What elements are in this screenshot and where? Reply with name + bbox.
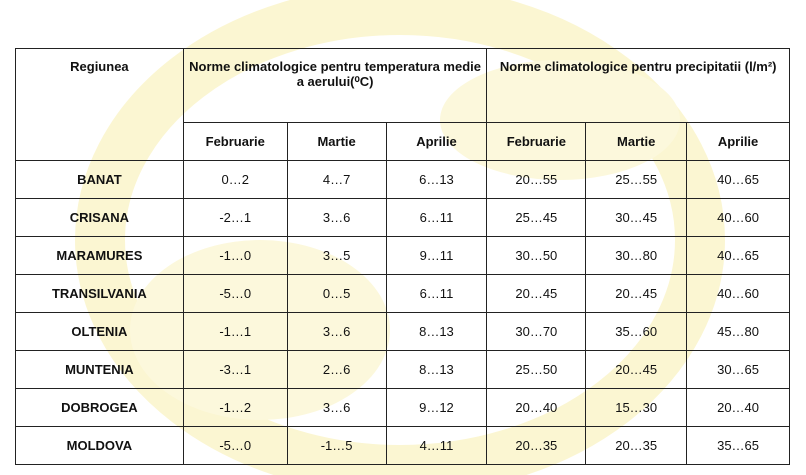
value-cell: 30…50 [486, 236, 587, 275]
region-header: Regiunea [15, 48, 184, 161]
region-cell: OLTENIA [15, 312, 184, 351]
value-cell: -3…1 [182, 350, 288, 389]
month-header: Aprilie [385, 122, 488, 161]
region-cell: DOBROGEA [15, 388, 184, 427]
region-cell: CRISANA [15, 198, 184, 237]
value-cell: 6…11 [385, 198, 488, 237]
value-cell: 0…5 [286, 274, 387, 313]
table-row: MUNTENIA -3…1 2…6 8…13 25…50 20…45 30…65 [15, 350, 790, 389]
value-cell: 3…6 [286, 388, 387, 427]
value-cell: 6…11 [385, 274, 488, 313]
value-cell: 35…65 [686, 426, 790, 465]
value-cell: 25…50 [486, 350, 587, 389]
value-cell: 35…60 [585, 312, 688, 351]
value-cell: 20…45 [585, 274, 688, 313]
value-cell: 8…13 [385, 312, 488, 351]
precipitation-header: Norme climatologice pentru precipitatii … [486, 48, 790, 123]
table-body: BANAT 0…2 4…7 6…13 20…55 25…55 40…65 CRISANA -2…… [15, 160, 790, 465]
value-cell: -5…0 [182, 274, 288, 313]
value-cell: 25…45 [486, 198, 587, 237]
value-cell: 40…60 [686, 274, 790, 313]
value-cell: -1…0 [182, 236, 288, 275]
value-cell: 9…11 [385, 236, 488, 275]
value-cell: 6…13 [385, 160, 488, 199]
table-row: MOLDOVA -5…0 -1…5 4…11 20…35 20…35 35…65 [15, 426, 790, 465]
value-cell: 2…6 [286, 350, 387, 389]
value-cell: 30…45 [585, 198, 688, 237]
value-cell: 30…65 [686, 350, 790, 389]
table-row: MARAMURES -1…0 3…5 9…11 30…50 30…80 40…65 [15, 236, 790, 275]
value-cell: 25…55 [585, 160, 688, 199]
month-header: Aprilie [686, 122, 790, 161]
value-cell: 20…55 [486, 160, 587, 199]
value-cell: 3…5 [286, 236, 387, 275]
table-row: BANAT 0…2 4…7 6…13 20…55 25…55 40…65 [15, 160, 790, 199]
temperature-header: Norme climatologice pentru temperatura m… [182, 48, 488, 123]
value-cell: 40…65 [686, 236, 790, 275]
month-row: Februarie Martie Aprilie Februarie Martie Apr… [16, 122, 790, 161]
value-cell: -5…0 [182, 426, 288, 465]
month-header: Februarie [182, 122, 288, 161]
value-cell: 3…6 [286, 312, 387, 351]
value-cell: -1…5 [286, 426, 387, 465]
value-cell: 20…35 [585, 426, 688, 465]
region-cell: TRANSILVANIA [15, 274, 184, 313]
value-cell: 4…11 [385, 426, 488, 465]
value-cell: 30…70 [486, 312, 587, 351]
value-cell: 20…45 [486, 274, 587, 313]
region-cell: MOLDOVA [15, 426, 184, 465]
value-cell: 20…35 [486, 426, 587, 465]
value-cell: 30…80 [585, 236, 688, 275]
value-cell: 8…13 [385, 350, 488, 389]
region-cell: BANAT [15, 160, 184, 199]
table-row: TRANSILVANIA -5…0 0…5 6…11 20…45 20…45 40…60 [15, 274, 790, 313]
value-cell: 20…45 [585, 350, 688, 389]
value-cell: -1…2 [182, 388, 288, 427]
climate-table: Regiunea Norme climatologice pentru temp… [15, 48, 790, 465]
value-cell: 45…80 [686, 312, 790, 351]
table-row: CRISANA -2…1 3…6 6…11 25…45 30…45 40…60 [15, 198, 790, 237]
region-cell: MARAMURES [15, 236, 184, 275]
month-header: Martie [585, 122, 688, 161]
month-header: Martie [286, 122, 387, 161]
value-cell: 20…40 [686, 388, 790, 427]
value-cell: 0…2 [182, 160, 288, 199]
month-header: Februarie [486, 122, 587, 161]
table-row: DOBROGEA -1…2 3…6 9…12 20…40 15…30 20…40 [15, 388, 790, 427]
value-cell: 3…6 [286, 198, 387, 237]
value-cell: -2…1 [182, 198, 288, 237]
value-cell: 9…12 [385, 388, 488, 427]
value-cell: 20…40 [486, 388, 587, 427]
value-cell: 40…65 [686, 160, 790, 199]
value-cell: 4…7 [286, 160, 387, 199]
region-cell: MUNTENIA [15, 350, 184, 389]
value-cell: 15…30 [585, 388, 688, 427]
table-row: OLTENIA -1…1 3…6 8…13 30…70 35…60 45…80 [15, 312, 790, 351]
value-cell: 40…60 [686, 198, 790, 237]
value-cell: -1…1 [182, 312, 288, 351]
